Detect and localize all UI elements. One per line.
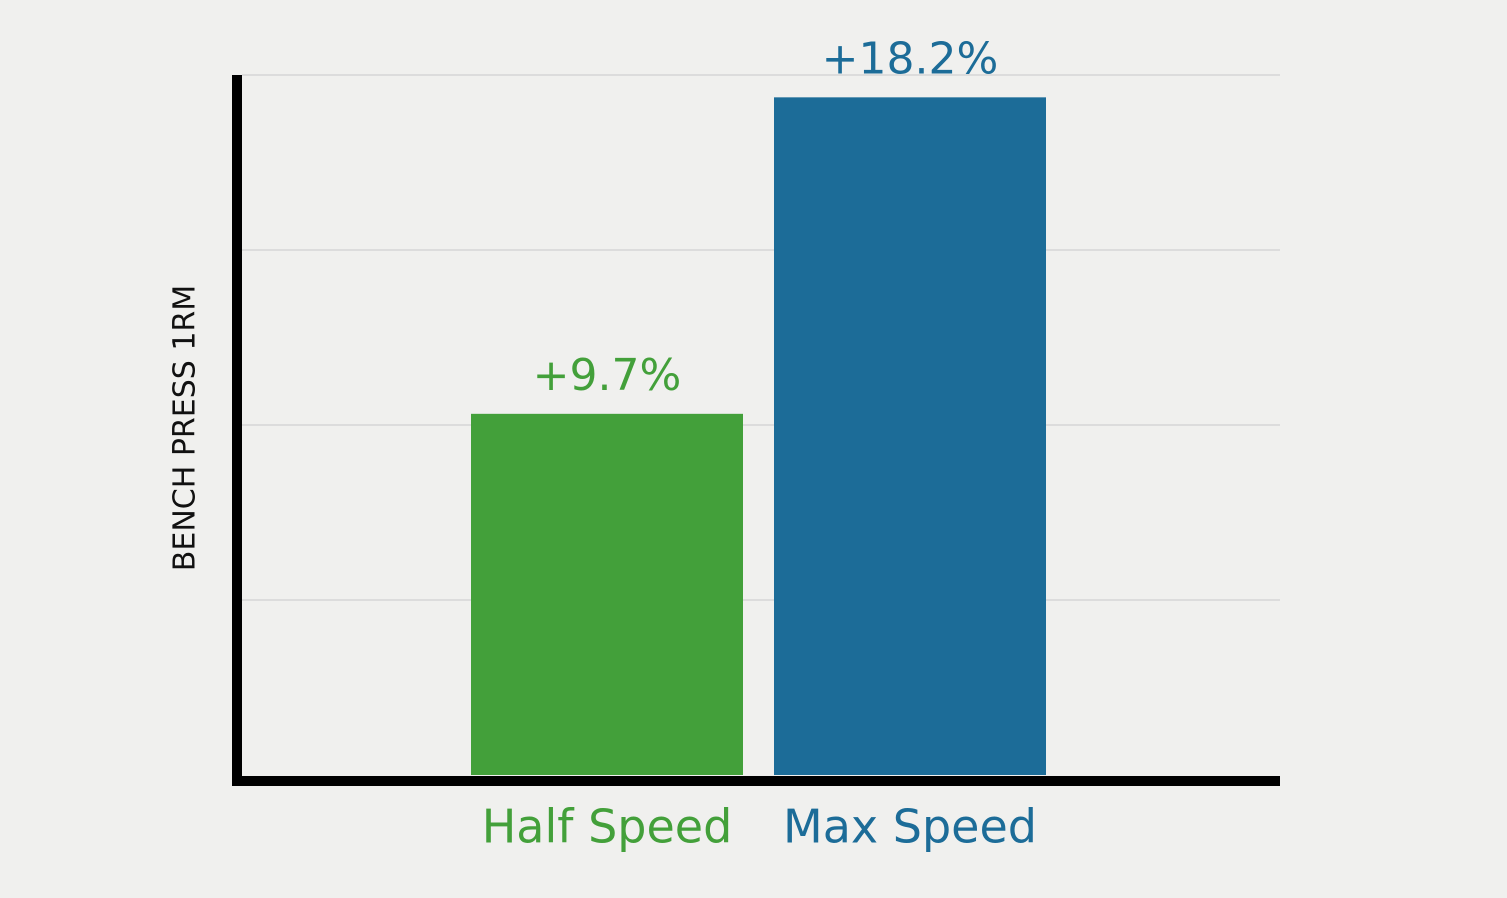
bar [774,97,1046,775]
bar [471,413,743,775]
x-tick-label: Half Speed [482,800,733,854]
x-tick-label: Max Speed [783,800,1037,854]
value-label: +18.2% [822,33,999,84]
value-label: +9.7% [533,350,682,401]
y-axis-label: BENCH PRESS 1RM [168,285,203,571]
